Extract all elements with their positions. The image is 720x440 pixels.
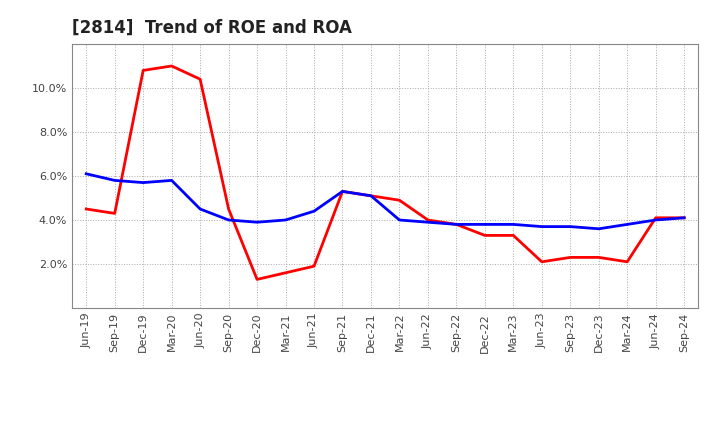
- Text: [2814]  Trend of ROE and ROA: [2814] Trend of ROE and ROA: [72, 19, 352, 37]
- ROE: [225, 206, 233, 212]
- ROE: [395, 198, 404, 203]
- ROA: [509, 222, 518, 227]
- ROA: [139, 180, 148, 185]
- ROE: [480, 233, 489, 238]
- ROA: [282, 217, 290, 223]
- ROA: [652, 217, 660, 223]
- ROE: [452, 222, 461, 227]
- ROA: [566, 224, 575, 229]
- ROA: [623, 222, 631, 227]
- ROA: [110, 178, 119, 183]
- ROE: [253, 277, 261, 282]
- ROE: [139, 68, 148, 73]
- ROA: [253, 220, 261, 225]
- Line: ROE: ROE: [86, 66, 684, 279]
- ROA: [196, 206, 204, 212]
- ROA: [225, 217, 233, 223]
- ROE: [167, 63, 176, 69]
- ROE: [366, 193, 375, 198]
- ROA: [595, 226, 603, 231]
- ROE: [338, 189, 347, 194]
- ROA: [310, 209, 318, 214]
- ROE: [566, 255, 575, 260]
- ROA: [395, 217, 404, 223]
- ROA: [537, 224, 546, 229]
- ROA: [366, 193, 375, 198]
- ROE: [282, 270, 290, 275]
- ROE: [423, 217, 432, 223]
- ROE: [595, 255, 603, 260]
- ROE: [196, 77, 204, 82]
- ROE: [509, 233, 518, 238]
- ROE: [310, 264, 318, 269]
- Line: ROA: ROA: [86, 174, 684, 229]
- ROA: [480, 222, 489, 227]
- ROE: [623, 259, 631, 264]
- ROA: [452, 222, 461, 227]
- ROA: [338, 189, 347, 194]
- ROA: [423, 220, 432, 225]
- ROE: [652, 215, 660, 220]
- ROE: [537, 259, 546, 264]
- ROA: [82, 171, 91, 176]
- ROA: [167, 178, 176, 183]
- ROA: [680, 215, 688, 220]
- ROE: [110, 211, 119, 216]
- ROE: [82, 206, 91, 212]
- ROE: [680, 215, 688, 220]
